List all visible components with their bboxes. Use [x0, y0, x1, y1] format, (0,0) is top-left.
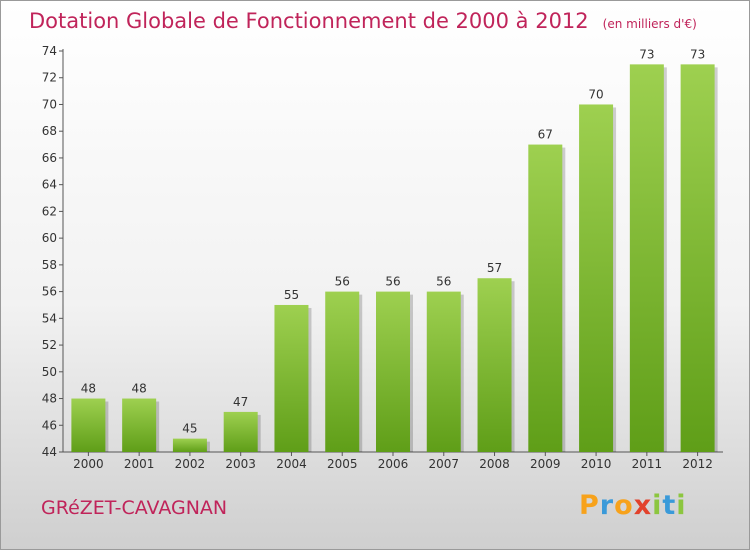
logo-letter: P	[579, 490, 600, 521]
y-tick-label: 72	[42, 71, 57, 85]
bar	[680, 64, 715, 452]
x-tick-label: 2011	[632, 457, 663, 471]
bar	[223, 411, 258, 452]
x-tick-label: 2008	[479, 457, 510, 471]
bar	[579, 104, 614, 452]
y-tick-label: 54	[42, 311, 57, 325]
data-label: 56	[436, 275, 451, 289]
bar	[71, 398, 106, 452]
x-tick-label: 2001	[124, 457, 155, 471]
logo-letter: r	[599, 490, 615, 521]
y-tick-label: 70	[42, 97, 57, 111]
chart-title-text: Dotation Globale de Fonctionnement de 20…	[29, 9, 589, 33]
data-label: 56	[335, 275, 350, 289]
chart-title: Dotation Globale de Fonctionnement de 20…	[29, 9, 697, 33]
y-tick-label: 66	[42, 151, 57, 165]
data-label: 47	[233, 395, 248, 409]
y-tick-label: 48	[42, 392, 57, 406]
bar	[172, 438, 207, 452]
data-label: 48	[81, 382, 96, 396]
data-label: 67	[538, 128, 553, 142]
logo-letter: i	[652, 490, 663, 521]
data-label: 56	[385, 275, 400, 289]
y-tick-label: 56	[42, 285, 57, 299]
y-tick-label: 64	[42, 178, 57, 192]
bar	[528, 144, 563, 453]
bar	[477, 278, 512, 452]
x-tick-label: 2010	[581, 457, 612, 471]
commune-name: GRéZET-CAVAGNAN	[41, 497, 228, 519]
data-label: 73	[690, 47, 705, 61]
proxiti-logo[interactable]: Proxiti	[579, 490, 687, 521]
bar	[325, 291, 360, 452]
y-tick-label: 52	[42, 338, 57, 352]
y-tick-label: 62	[42, 204, 57, 218]
data-label: 57	[487, 261, 502, 275]
y-tick-label: 44	[42, 445, 57, 459]
data-label: 70	[588, 87, 603, 101]
x-tick-label: 2012	[682, 457, 713, 471]
y-tick-label: 46	[42, 418, 57, 432]
bar	[376, 291, 410, 452]
x-tick-label: 2005	[327, 457, 358, 471]
logo-letter: i	[676, 490, 687, 521]
bar	[122, 398, 157, 452]
logo-letter: x	[633, 490, 653, 521]
y-tick-label: 50	[42, 365, 57, 379]
data-label: 73	[639, 47, 654, 61]
chart-subtitle: (en milliers d'€)	[602, 17, 697, 31]
data-label: 48	[132, 382, 147, 396]
y-tick-label: 60	[42, 231, 57, 245]
y-tick-label: 58	[42, 258, 57, 272]
bar	[629, 64, 664, 452]
x-tick-label: 2004	[276, 457, 307, 471]
y-tick-label: 74	[42, 44, 57, 58]
y-tick-label: 68	[42, 124, 57, 138]
data-label: 55	[284, 288, 299, 302]
x-tick-label: 2000	[73, 457, 104, 471]
x-tick-label: 2009	[530, 457, 561, 471]
data-label: 45	[182, 422, 197, 436]
logo-letter: t	[662, 490, 677, 521]
x-tick-label: 2007	[428, 457, 459, 471]
logo-letter: o	[614, 490, 634, 521]
bar	[274, 304, 309, 452]
x-tick-label: 2003	[225, 457, 256, 471]
bar	[426, 291, 461, 452]
x-tick-label: 2002	[175, 457, 206, 471]
x-tick-label: 2006	[378, 457, 409, 471]
